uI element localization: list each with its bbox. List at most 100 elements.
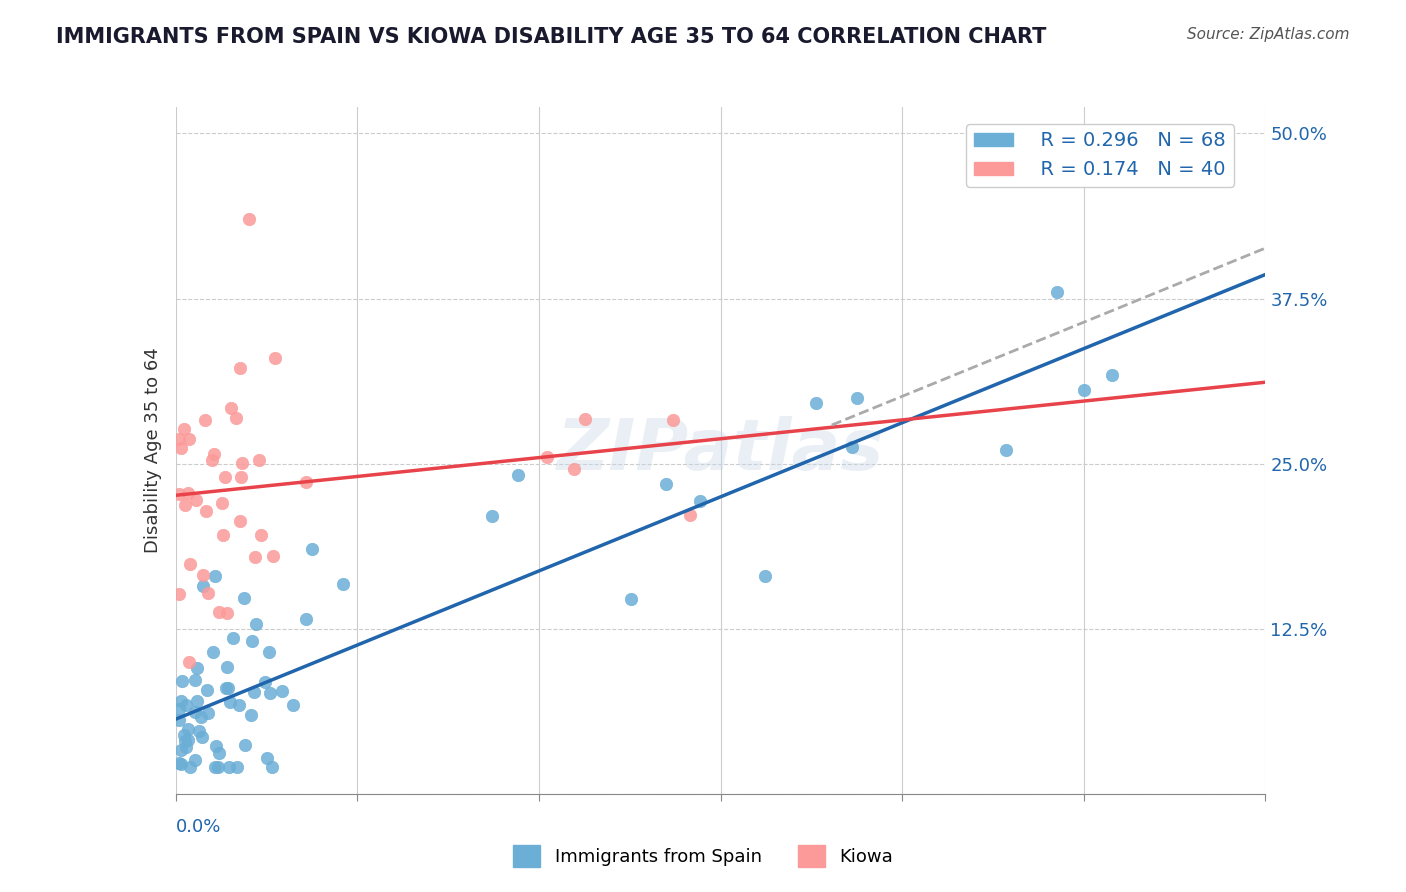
Point (170, 694, 193, 708)
Point (260, 760, 283, 774)
Point (170, 756, 193, 771)
Point (174, 498, 197, 512)
Point (256, 751, 278, 765)
Point (194, 412, 217, 426)
Point (222, 631, 245, 645)
Point (202, 645, 225, 659)
Point (689, 493, 711, 508)
Point (295, 612, 318, 626)
Point (207, 760, 229, 774)
Point (174, 740, 197, 755)
Point (662, 413, 685, 427)
Point (240, 707, 263, 722)
Point (262, 549, 284, 564)
Point (257, 645, 280, 659)
Point (215, 607, 238, 621)
Point (201, 453, 224, 467)
Point (264, 351, 287, 365)
Point (247, 453, 270, 467)
Point (186, 693, 208, 707)
Point (235, 738, 257, 752)
Point (169, 702, 191, 716)
Point (240, 634, 263, 648)
Point (249, 528, 271, 542)
Text: Source: ZipAtlas.com: Source: ZipAtlas.com (1187, 27, 1350, 42)
Point (173, 422, 195, 436)
Point (197, 586, 219, 600)
Point (655, 476, 678, 491)
Point (245, 617, 267, 632)
Point (170, 743, 193, 757)
Point (1045, 285, 1067, 299)
Point (217, 660, 239, 674)
Point (197, 706, 219, 720)
Point (1073, 383, 1095, 397)
Point (841, 440, 863, 454)
Point (204, 569, 226, 583)
Point (190, 710, 212, 724)
Point (218, 760, 240, 774)
Point (176, 485, 198, 500)
Point (219, 401, 242, 415)
Y-axis label: Disability Age 35 to 64: Disability Age 35 to 64 (143, 348, 162, 553)
Point (242, 685, 264, 699)
Point (270, 684, 292, 698)
Point (215, 681, 238, 695)
Point (177, 733, 200, 747)
Point (188, 723, 211, 738)
Text: ZIPatlas: ZIPatlas (557, 416, 884, 485)
Point (179, 432, 201, 446)
Point (231, 456, 253, 470)
Point (228, 698, 250, 712)
Point (574, 411, 596, 425)
Point (194, 504, 217, 518)
Point (238, 212, 260, 227)
Point (172, 673, 194, 688)
Point (179, 760, 201, 774)
Point (620, 592, 643, 607)
Point (229, 470, 252, 484)
Point (295, 475, 318, 490)
Point (184, 706, 207, 720)
Point (259, 686, 281, 700)
Point (536, 450, 558, 464)
Point (679, 508, 702, 522)
Point (170, 441, 193, 455)
Point (211, 528, 233, 542)
Point (169, 432, 191, 446)
Legend: Immigrants from Spain, Kiowa: Immigrants from Spain, Kiowa (506, 838, 900, 874)
Point (208, 605, 231, 619)
Point (225, 760, 247, 774)
Point (169, 713, 191, 727)
Point (205, 739, 228, 753)
Point (186, 493, 208, 508)
Point (177, 722, 200, 736)
Point (229, 361, 252, 376)
Text: IMMIGRANTS FROM SPAIN VS KIOWA DISABILITY AGE 35 TO 64 CORRELATION CHART: IMMIGRANTS FROM SPAIN VS KIOWA DISABILIT… (56, 27, 1046, 46)
Point (219, 695, 242, 709)
Point (508, 467, 530, 482)
Point (562, 462, 585, 476)
Point (481, 508, 503, 523)
Point (332, 577, 354, 591)
Legend:   R = 0.296   N = 68,   R = 0.174   N = 40: R = 0.296 N = 68, R = 0.174 N = 40 (966, 124, 1234, 187)
Point (195, 683, 218, 698)
Point (173, 734, 195, 748)
Point (211, 496, 233, 510)
Point (169, 756, 191, 770)
Point (845, 392, 868, 406)
Point (1101, 368, 1123, 382)
Point (281, 698, 304, 713)
Point (191, 579, 214, 593)
Point (173, 728, 195, 742)
Point (184, 673, 207, 687)
Point (214, 470, 236, 484)
Point (179, 558, 201, 572)
Point (301, 541, 323, 556)
Point (754, 569, 776, 583)
Point (245, 550, 267, 565)
Point (208, 746, 231, 760)
Point (204, 760, 226, 774)
Point (229, 514, 252, 528)
Point (191, 567, 214, 582)
